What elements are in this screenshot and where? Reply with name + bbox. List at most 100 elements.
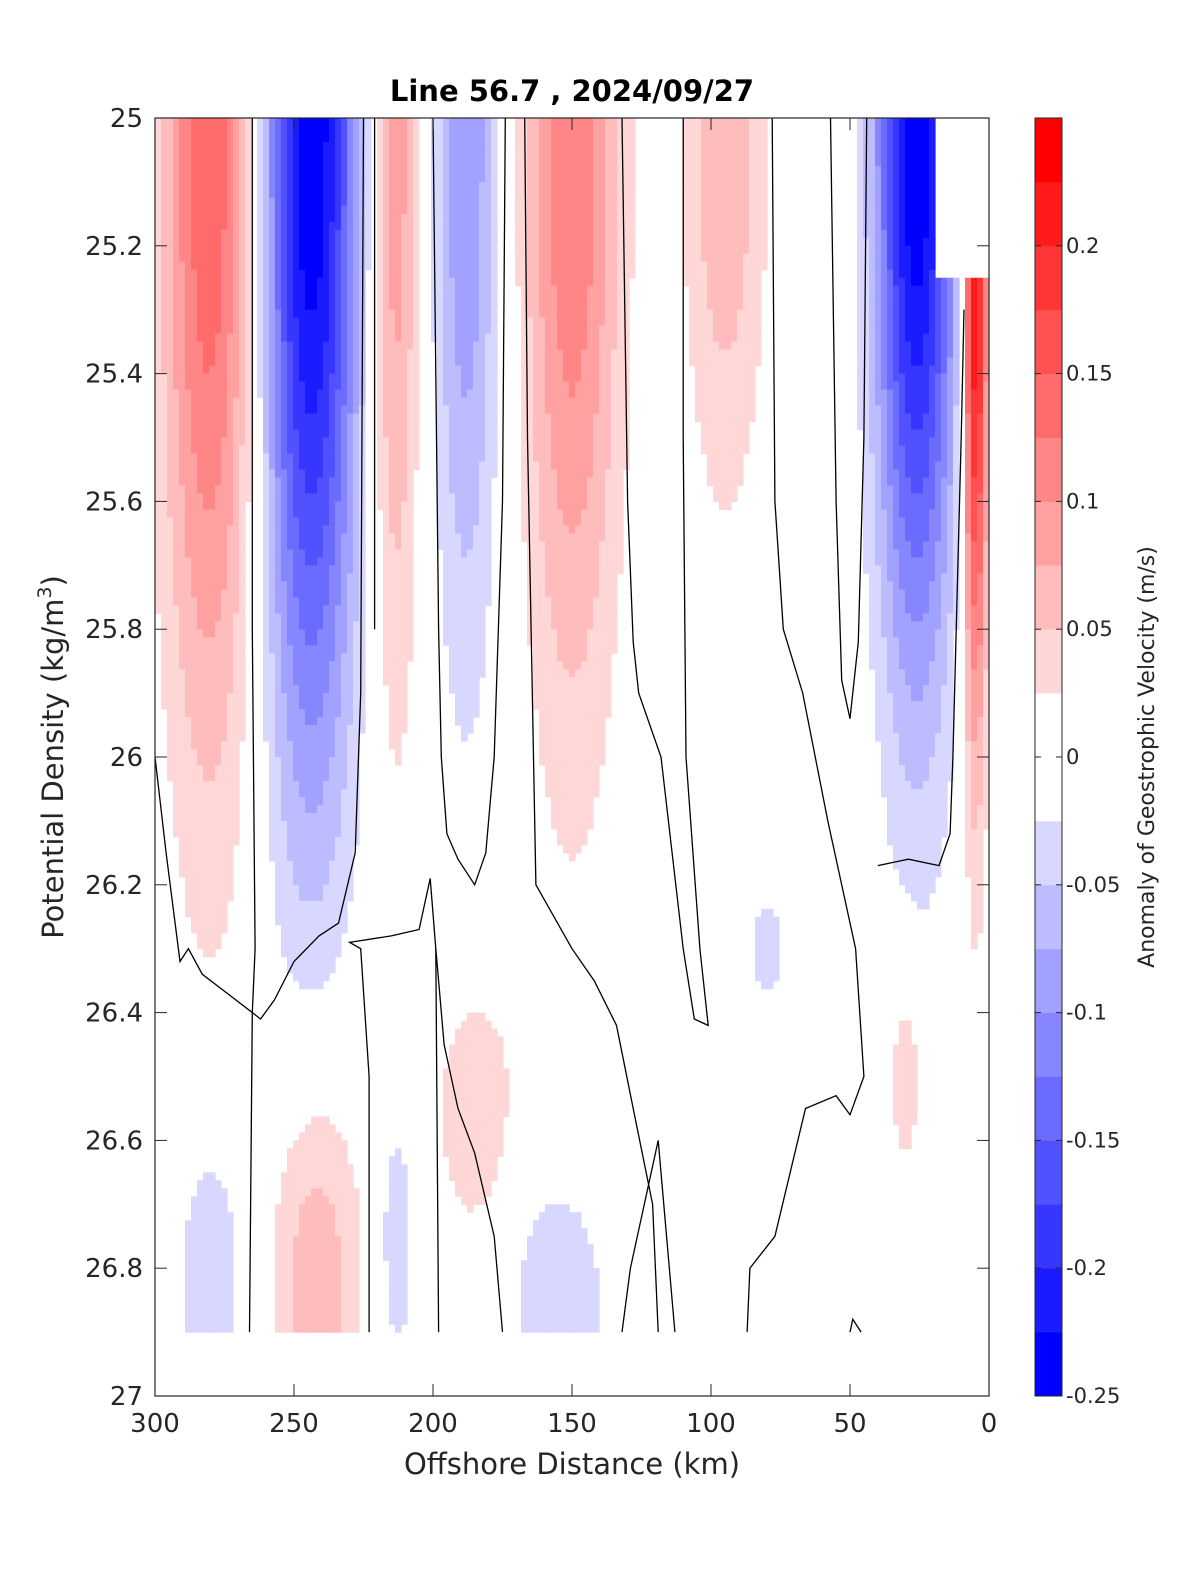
field-cell <box>191 149 198 159</box>
field-cell <box>179 525 186 534</box>
field-cell <box>323 653 330 662</box>
field-cell <box>173 597 180 606</box>
field-cell <box>215 333 222 343</box>
field-cell <box>167 613 174 622</box>
field-cell <box>461 1180 468 1189</box>
field-cell <box>473 253 480 263</box>
field-cell <box>353 1204 360 1213</box>
field-cell <box>185 613 192 622</box>
field-cell <box>359 725 366 734</box>
field-cell <box>191 453 198 463</box>
field-cell <box>191 916 198 926</box>
field-cell <box>197 557 204 566</box>
field-cell <box>467 677 474 686</box>
field-cell <box>173 501 180 510</box>
field-cell <box>401 429 408 439</box>
field-cell <box>401 685 408 694</box>
field-cell <box>281 389 288 399</box>
field-cell <box>281 157 288 167</box>
field-cell <box>413 453 420 463</box>
field-cell <box>329 437 336 447</box>
field-cell <box>263 493 270 502</box>
field-cell <box>161 645 168 654</box>
field-cell <box>185 525 192 534</box>
field-cell <box>329 309 336 319</box>
field-cell <box>407 493 414 502</box>
field-cell <box>407 301 414 311</box>
field-cell <box>341 725 348 734</box>
field-cell <box>407 245 414 255</box>
field-cell <box>215 741 222 750</box>
field-cell <box>305 173 312 183</box>
field-cell <box>341 876 348 886</box>
field-cell <box>185 1300 192 1309</box>
field-cell <box>341 1276 348 1285</box>
field-cell <box>287 924 294 934</box>
field-cell <box>239 573 246 582</box>
field-cell <box>311 669 318 678</box>
field-cell <box>161 469 168 479</box>
field-cell <box>305 820 312 830</box>
field-cell <box>221 373 228 383</box>
field-cell <box>323 541 330 550</box>
field-cell <box>233 764 240 774</box>
field-cell <box>221 605 228 614</box>
field-cell <box>347 493 354 502</box>
field-cell <box>299 381 306 391</box>
field-cell <box>293 205 300 215</box>
field-cell <box>245 277 252 287</box>
field-cell <box>275 181 282 191</box>
field-cell <box>479 173 486 183</box>
field-cell <box>293 1228 300 1237</box>
field-cell <box>383 501 390 510</box>
field-cell <box>167 645 174 654</box>
field-cell <box>185 780 192 790</box>
field-cell <box>293 437 300 447</box>
field-cell <box>449 597 456 606</box>
field-cell <box>203 309 210 319</box>
field-cell <box>383 509 390 518</box>
field-cell <box>437 525 444 534</box>
field-cell <box>317 924 324 934</box>
field-cell <box>299 637 306 646</box>
field-cell <box>245 165 252 175</box>
field-cell <box>185 908 192 918</box>
field-cell <box>275 221 282 231</box>
field-cell <box>215 749 222 758</box>
field-cell <box>479 325 486 335</box>
field-cell <box>227 1236 234 1245</box>
field-cell <box>155 221 162 231</box>
field-cell <box>359 533 366 542</box>
field-cell <box>257 133 264 143</box>
field-cell <box>275 573 282 582</box>
field-cell <box>443 245 450 255</box>
field-cell <box>413 461 420 471</box>
field-cell <box>311 621 318 630</box>
field-cell <box>275 261 282 271</box>
field-cell <box>353 1252 360 1261</box>
field-cell <box>461 237 468 247</box>
field-cell <box>233 421 240 431</box>
field-cell <box>467 357 474 367</box>
field-cell <box>395 317 402 327</box>
field-cell <box>311 1140 318 1149</box>
field-cell <box>173 804 180 814</box>
field-cell <box>197 733 204 742</box>
field-cell <box>209 709 216 718</box>
field-cell <box>227 812 234 822</box>
field-cell <box>305 852 312 862</box>
field-cell <box>341 173 348 183</box>
field-cell <box>203 1252 210 1261</box>
field-cell <box>389 1268 396 1277</box>
field-cell <box>179 653 186 662</box>
field-cell <box>335 820 342 830</box>
field-cell <box>407 317 414 327</box>
field-cell <box>389 261 396 271</box>
field-cell <box>209 1228 216 1237</box>
field-cell <box>173 757 180 766</box>
field-cell <box>281 413 288 423</box>
field-cell <box>161 165 168 175</box>
field-cell <box>395 1316 402 1325</box>
field-cell <box>233 277 240 287</box>
field-cell <box>329 645 336 654</box>
